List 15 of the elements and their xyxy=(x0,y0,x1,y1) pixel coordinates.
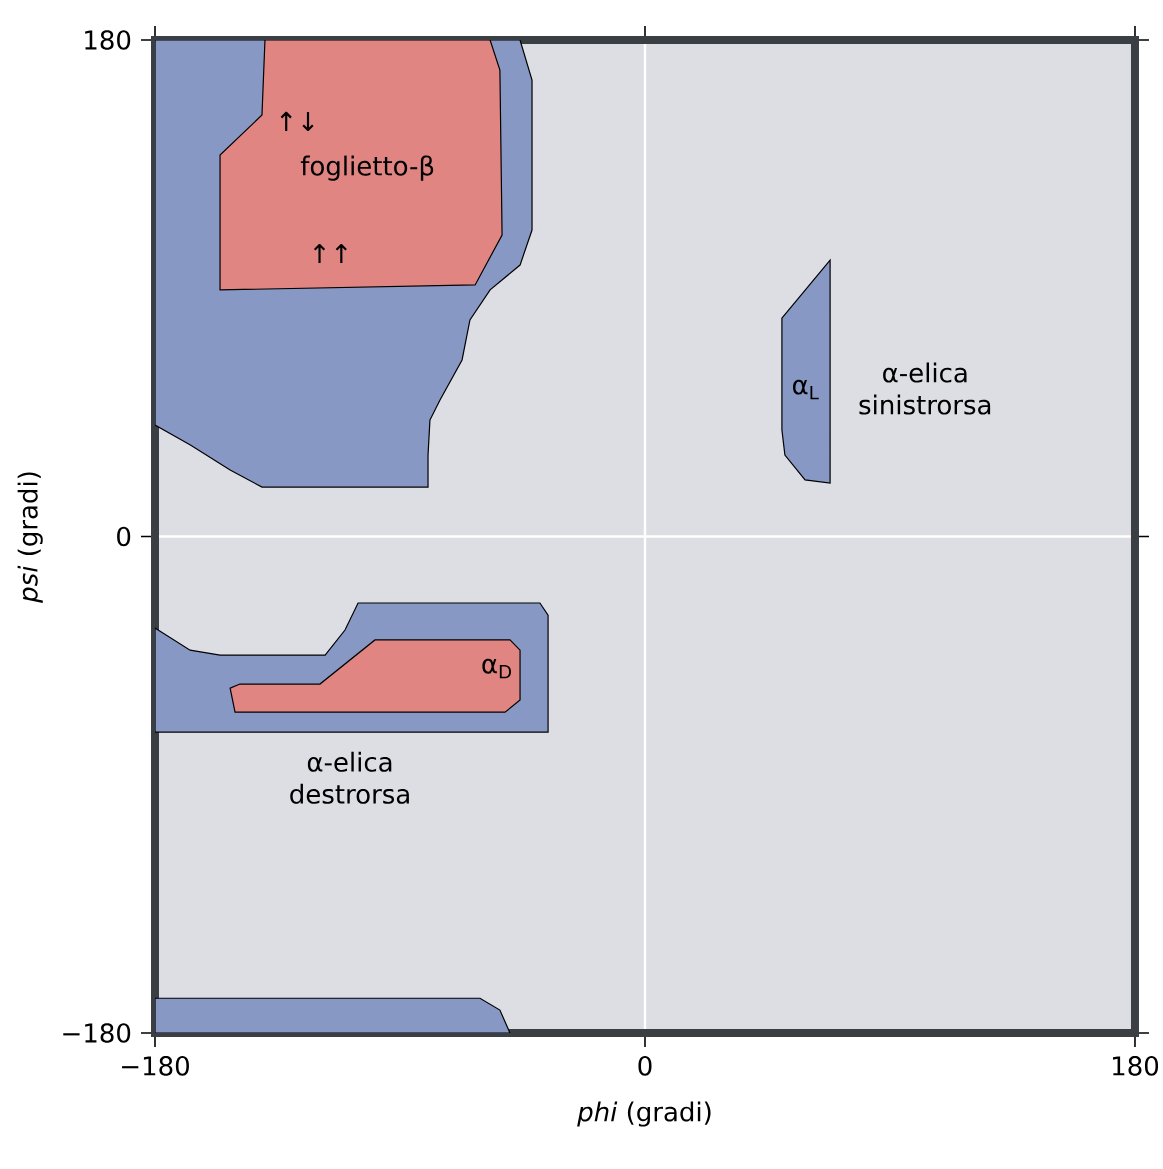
x-tick-label: 0 xyxy=(638,1056,652,1076)
annotation: ↑↓ xyxy=(280,111,314,131)
annotation: ↑↑ xyxy=(313,243,347,264)
x-tick-label: 180 xyxy=(1113,1056,1159,1076)
y-tick-label: −180 xyxy=(63,1023,131,1043)
y-tick-label: 180 xyxy=(85,30,131,50)
x-axis-title: phi (gradi) xyxy=(577,1101,711,1127)
x-tick-label: −180 xyxy=(122,1056,189,1076)
y-tick-label: 0 xyxy=(117,526,131,547)
annotation: α-elica sinistrorsa xyxy=(859,362,991,415)
y-axis-title: psi (gradi) xyxy=(17,472,43,603)
annotation: α-elica destrorsa xyxy=(290,751,409,804)
annotation: foglietto-β xyxy=(300,155,434,181)
annotation: α$_{L}$ xyxy=(793,379,819,400)
annotation: α$_{D}$ xyxy=(482,658,511,679)
